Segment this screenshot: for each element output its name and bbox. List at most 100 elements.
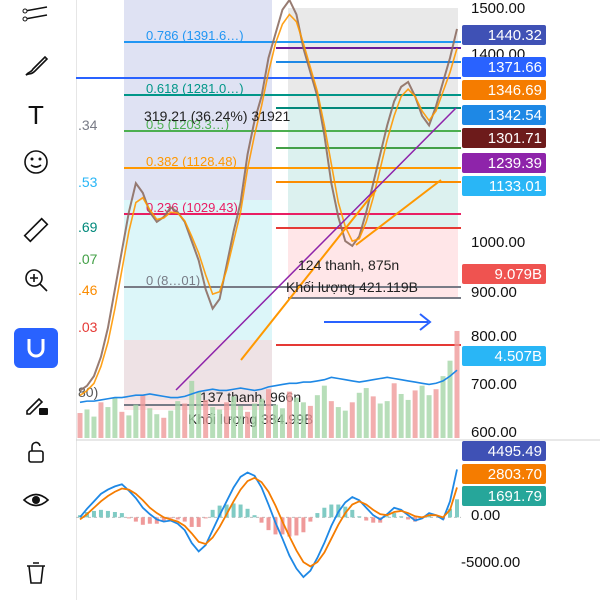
histogram-bar [182,517,187,522]
price-tag-label: 1371.66 [488,59,542,76]
fib-level-label: 0.786 (1391.6…) [146,28,244,43]
price-tag-label: 1346.69 [488,82,542,99]
volume-bar [105,407,111,438]
price-axis-tick: 600.00 [471,424,517,441]
fib-level-label-cut: .07 [78,251,98,267]
histogram-bar [364,517,369,521]
range-bars-label: 124 thanh, 875n [298,257,399,273]
oscillator-tag-label: 1691.79 [488,488,542,505]
histogram-bar [427,515,432,518]
price-tag-label: 9.079B [494,266,542,283]
fib-level-label: 0.618 (1281.0…) [146,81,244,96]
volume-ma-line [79,369,458,404]
price-chart[interactable]: 0.786 (1391.6…) 0.618 (1281.0…) 0.5 (1203.… [76,0,600,600]
oscillator-tag [462,464,546,484]
price-axis-tick: 1500.00 [471,0,525,17]
delete-tool[interactable] [14,552,58,592]
price-tag [462,25,546,45]
volume-bar [217,409,223,438]
arrow-head [419,313,432,331]
price-tag [462,153,546,173]
histogram-bar [112,512,117,518]
volume-bar [384,401,390,438]
oscillator-axis-tick: -5000.00 [461,554,520,571]
volume-bar [189,380,195,438]
volume-bar [391,383,397,438]
volume-bar [335,407,341,438]
price-tag [462,176,546,196]
text-tool[interactable]: T [14,94,58,134]
oscillator-tag-label: 4495.49 [488,443,542,460]
volume-bar [154,414,160,438]
oscillator-line [79,476,458,568]
histogram-bar [252,515,257,518]
volume-bar [252,403,258,438]
volume-bar [286,391,292,438]
histogram-bar [287,517,292,537]
histogram-bar [238,504,243,518]
trend-line-tool[interactable] [14,0,58,38]
histogram-bar [140,517,145,525]
volume-bar [342,410,348,438]
volume-bar [454,330,460,438]
fib-level-label-cut: .34 [78,117,98,133]
range-volume-label: Khối lượng 421.119B [286,279,418,295]
fib-level-label: 0.382 (1128.48) [146,154,237,169]
unlock-tool[interactable] [14,432,58,472]
oscillator-axis-tick: 0.00 [471,507,500,524]
volume-bar [349,402,355,438]
volume-bar [447,360,453,438]
volume-bar [419,385,425,438]
volume-bar [328,401,334,438]
zoom-tool[interactable] [14,260,58,300]
volume-bar [370,396,376,438]
histogram-bar [189,517,194,527]
trend-line [240,189,377,361]
volume-bar [279,408,285,438]
histogram-bar [273,517,278,535]
histogram-bar [399,516,404,518]
hide-drawings-tool[interactable] [14,480,58,520]
price-tag-label: 1239.39 [488,155,542,172]
price-tag [462,346,546,366]
trend-line [355,179,442,246]
eye-icon [22,493,50,507]
histogram-bar [406,517,411,520]
lock-drawings-tool[interactable] [14,384,58,424]
oscillator-line [79,469,458,579]
histogram-bar [357,516,362,518]
price-axis-tick: 700.00 [471,376,517,393]
volume-bar [300,402,306,438]
histogram-bar [168,517,173,519]
price-tag [462,105,546,125]
fib-level-label-cut: .69 [78,219,98,235]
oscillator-tag [462,486,546,506]
volume-bar [272,404,278,438]
magnet-tool[interactable] [14,328,58,368]
histogram-bar [98,509,103,518]
histogram-bar [175,517,180,520]
emoji-tool[interactable] [14,142,58,182]
smiley-icon [24,150,48,174]
price-axis-tick: 1000.00 [471,234,525,251]
volume-bar [377,403,383,438]
fib-level-label-cut: .03 [78,319,98,335]
range-bars-label: 137 thanh, 966n [200,389,301,405]
measure-tool[interactable] [14,210,58,250]
histogram-bar [448,508,453,518]
volume-bar [433,389,439,438]
histogram-bar [322,507,327,518]
volume-bar [314,395,320,438]
price-tag-label: 1440.32 [488,27,542,44]
ruler-icon [23,217,49,243]
volume-bar [412,390,418,438]
oscillator-tag [462,441,546,461]
volume-bar [307,405,313,438]
volume-bar [398,393,404,438]
brush-icon [25,55,49,76]
volume-bar [91,416,97,438]
histogram-bar [266,517,271,531]
brush-tool[interactable] [14,46,58,86]
volume-bar [182,403,188,438]
histogram-bar [392,513,397,518]
